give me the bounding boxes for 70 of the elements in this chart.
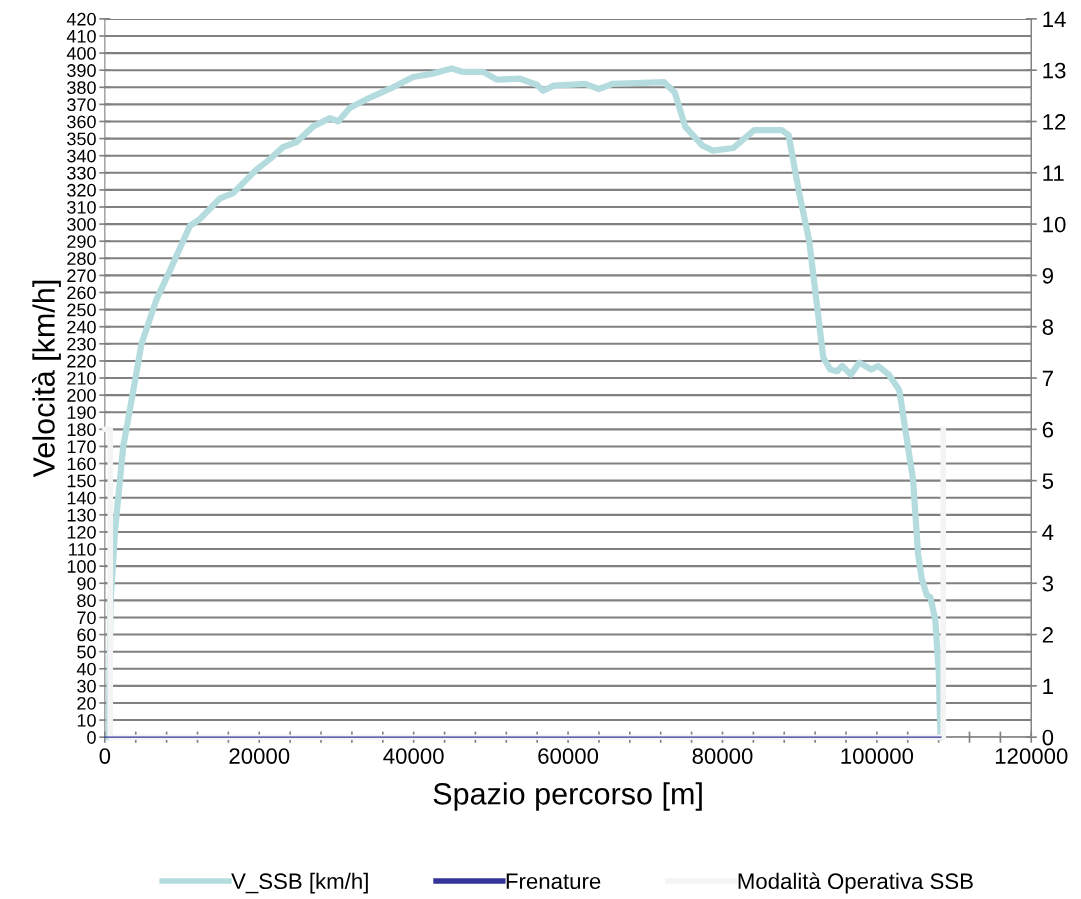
y-tick-label: 360 bbox=[67, 115, 96, 129]
y-tick-label: 60 bbox=[77, 628, 96, 642]
y-tick-label: 230 bbox=[67, 337, 96, 351]
y-tick-label: 410 bbox=[66, 29, 96, 43]
x-tick-label: 100000 bbox=[841, 748, 914, 764]
y-tick-label: 20 bbox=[77, 696, 96, 710]
legend-label: Modalità Operativa SSB bbox=[738, 872, 973, 894]
y2-tick-label: 1 bbox=[1043, 678, 1053, 694]
y-tick-label: 170 bbox=[67, 440, 96, 454]
y-tick-label: 100 bbox=[67, 560, 96, 573]
y-tick-label: 300 bbox=[67, 218, 96, 231]
y2-tick-label: 2 bbox=[1042, 627, 1053, 643]
y-tick-label: 160 bbox=[67, 457, 96, 471]
y-tick-label: 180 bbox=[67, 423, 96, 437]
y2-tick-label: 13 bbox=[1043, 62, 1066, 79]
legend-label: V_SSB [km/h] bbox=[231, 872, 368, 894]
y-axis-title: Velocità [km/h] bbox=[32, 280, 61, 478]
legend-label: Frenature bbox=[506, 873, 601, 890]
y-tick-label: 40 bbox=[76, 662, 96, 676]
y-tick-label: 330 bbox=[67, 166, 96, 180]
y-tick-label: 340 bbox=[67, 149, 96, 163]
x-tick-label: 60000 bbox=[538, 748, 599, 764]
y-tick-label: 190 bbox=[67, 406, 96, 419]
y-tick-label: 390 bbox=[67, 64, 96, 77]
y-tick-label: 210 bbox=[67, 371, 96, 385]
y-tick-label: 420 bbox=[66, 12, 96, 26]
x-axis-title: Spazio percorso [m] bbox=[433, 782, 702, 811]
y2-tick-label: 7 bbox=[1042, 370, 1053, 387]
x-tick-label: 20000 bbox=[229, 748, 290, 764]
y-tick-label: 130 bbox=[67, 508, 96, 522]
y-tick-label: 0 bbox=[87, 731, 96, 744]
y-tick-label: 200 bbox=[67, 389, 96, 402]
y2-tick-label: 0 bbox=[1042, 729, 1054, 746]
y-tick-label: 110 bbox=[69, 542, 96, 556]
y-tick-label: 140 bbox=[67, 491, 96, 505]
y2-tick-label: 11 bbox=[1043, 165, 1064, 181]
y-tick-label: 370 bbox=[67, 98, 96, 112]
y-tick-label: 10 bbox=[77, 714, 96, 727]
y-tick-label: 120 bbox=[67, 525, 96, 539]
y-tick-label: 50 bbox=[77, 645, 96, 659]
y-tick-label: 400 bbox=[66, 47, 96, 60]
y-tick-label: 280 bbox=[67, 252, 96, 266]
x-tick-label: 40000 bbox=[383, 748, 444, 764]
x-tick-label: 0 bbox=[99, 748, 111, 764]
y2-tick-label: 14 bbox=[1043, 11, 1066, 27]
y-tick-label: 70 bbox=[77, 611, 96, 625]
y2-tick-label: 9 bbox=[1042, 267, 1053, 284]
y2-tick-label: 8 bbox=[1042, 319, 1054, 335]
x-tick-label: 80000 bbox=[692, 748, 753, 764]
y-tick-label: 240 bbox=[67, 320, 96, 334]
y2-tick-label: 5 bbox=[1042, 473, 1054, 489]
x-tick-label: 120000 bbox=[995, 748, 1068, 764]
y2-tick-label: 6 bbox=[1042, 421, 1054, 438]
y-tick-label: 310 bbox=[67, 200, 96, 214]
y-tick-label: 270 bbox=[67, 269, 96, 283]
y2-tick-label: 3 bbox=[1042, 575, 1054, 592]
y-tick-label: 220 bbox=[67, 354, 96, 368]
y-tick-label: 320 bbox=[67, 183, 96, 197]
y-tick-label: 290 bbox=[67, 235, 96, 248]
y2-tick-label: 4 bbox=[1042, 524, 1054, 540]
y-tick-label: 90 bbox=[77, 577, 96, 590]
y-tick-label: 260 bbox=[67, 286, 96, 300]
y-tick-label: 150 bbox=[67, 474, 96, 488]
y-tick-label: 350 bbox=[67, 132, 96, 146]
y-tick-label: 250 bbox=[67, 303, 96, 317]
y2-tick-label: 10 bbox=[1043, 216, 1066, 233]
y-tick-label: 380 bbox=[67, 81, 96, 95]
y2-tick-label: 12 bbox=[1043, 114, 1066, 130]
y-tick-label: 80 bbox=[77, 594, 96, 608]
y-tick-label: 30 bbox=[77, 679, 96, 693]
